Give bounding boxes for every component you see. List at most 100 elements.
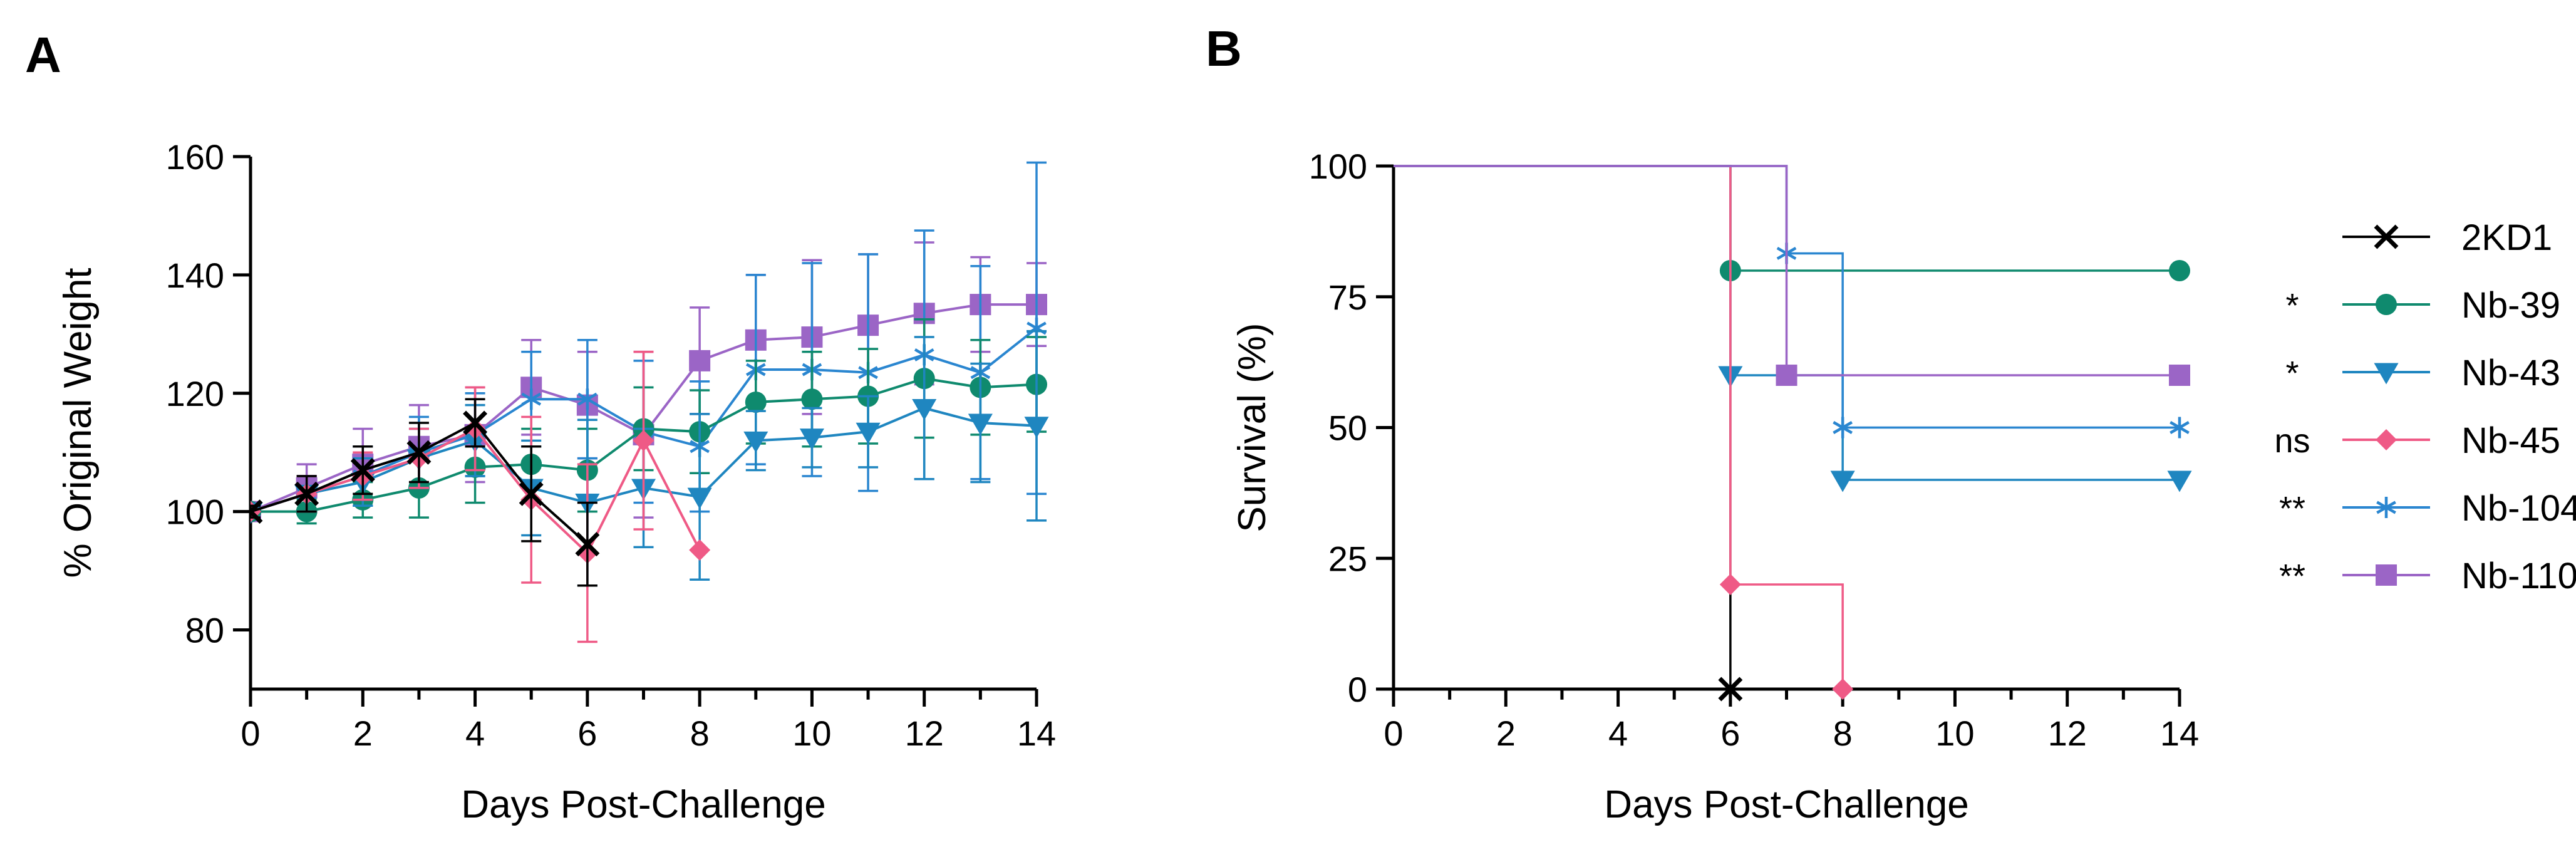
- data-point-2kd1: [575, 532, 600, 557]
- legend-label: 2KD1: [2461, 217, 2552, 258]
- panel-b-x-tick-label: 6: [1720, 714, 1740, 753]
- panel-b-x-axis-title: Days Post-Challenge: [1604, 783, 1968, 826]
- data-point-nb-104: [521, 388, 542, 410]
- significance-label: **: [2279, 490, 2305, 527]
- data-point-2kd1: [294, 481, 319, 506]
- data-point-nb-104: [577, 388, 597, 410]
- panel-a-x-tick-label: 2: [353, 714, 373, 753]
- legend-item-nb-45: ns Nb-45: [2274, 420, 2560, 461]
- data-point-2kd1: [350, 458, 375, 483]
- significance-label: ns: [2274, 422, 2310, 460]
- series-nb-39: [1394, 165, 2190, 281]
- data-point-nb-43: [2167, 470, 2192, 492]
- data-point-2kd1: [519, 481, 544, 506]
- panel-b-y-axis-title: Survival (%): [1231, 323, 1274, 532]
- data-point-nb-45: [1832, 678, 1854, 700]
- panel-b-y-tick-label: 75: [1328, 278, 1367, 317]
- significance-label: **: [2279, 558, 2305, 595]
- data-point-nb-43: [687, 487, 712, 509]
- panel-a-y-tick-label: 160: [166, 137, 224, 177]
- panel-b-y-tick-label: 25: [1328, 539, 1367, 578]
- series-nb-43: [1394, 165, 2192, 492]
- data-point-nb-110: [1776, 365, 1798, 386]
- data-point-nb-43: [1830, 470, 1855, 492]
- panel-a-x-tick-label: 14: [1017, 714, 1056, 753]
- legend-marker-nb-43: [2374, 363, 2399, 385]
- legend-item-nb-43: * Nb-43: [2285, 353, 2560, 393]
- panel-b-x-tick-label: 2: [1496, 714, 1516, 753]
- series-nb-104: [1394, 165, 2190, 439]
- legend: 2KD1 * Nb-39 * Nb-43 ns Nb-45 ** Nb-104 ** Nb-110: [2274, 217, 2576, 596]
- data-point-nb-43: [799, 428, 824, 450]
- legend-label: Nb-104: [2461, 488, 2576, 529]
- panel-a: 0 2 4 6 8 10 12 14 80 100 120 140 160 Days Post-Chall…: [56, 137, 1056, 826]
- panel-a-y-tick-label: 120: [166, 374, 224, 413]
- panel-label-b: B: [1206, 21, 1242, 76]
- legend-marker-nb-110: [2376, 564, 2397, 586]
- survival-step-2kd1: [1394, 165, 1732, 689]
- data-point-nb-110: [689, 350, 711, 371]
- data-point-nb-104: [1833, 417, 1853, 439]
- panel-b-x-tick-label: 0: [1384, 714, 1403, 753]
- data-point-nb-45: [1719, 574, 1741, 595]
- panel-b-y-tick-label: 0: [1348, 670, 1367, 709]
- panel-a-x-tick-label: 12: [905, 714, 944, 753]
- panel-label-a: A: [25, 27, 61, 83]
- data-point-nb-43: [1024, 417, 1049, 439]
- legend-label: Nb-45: [2461, 420, 2560, 461]
- data-point-nb-43: [856, 422, 881, 444]
- legend-item-nb-104: ** Nb-104: [2279, 488, 2576, 529]
- panel-a-x-tick-label: 4: [465, 714, 485, 753]
- data-point-nb-39: [745, 391, 767, 413]
- panel-a-y-tick-label: 80: [185, 611, 224, 650]
- panel-b-x-tick-label: 8: [1833, 714, 1853, 753]
- panel-b-y-tick-label: 100: [1309, 147, 1367, 186]
- panel-b-x-tick-label: 10: [1935, 714, 1974, 753]
- data-point-nb-43: [743, 431, 768, 453]
- legend-marker-nb-45: [2376, 429, 2397, 450]
- series-nb-110: [1394, 165, 2190, 386]
- survival-step-nb-45: [1394, 165, 1844, 689]
- panel-a-x-tick-label: 10: [792, 714, 831, 753]
- series-nb-45: [1394, 165, 1854, 700]
- legend-marker-nb-104: [2376, 497, 2396, 518]
- legend-label: Nb-43: [2461, 353, 2560, 393]
- data-point-nb-43: [968, 413, 993, 435]
- data-point-nb-39: [801, 388, 823, 410]
- data-point-2kd1: [251, 499, 263, 524]
- data-point-nb-43: [912, 398, 937, 420]
- panel-b-y-tick-label: 50: [1328, 408, 1367, 448]
- panel-a-plot: [251, 161, 1049, 643]
- data-point-nb-45: [633, 430, 654, 452]
- legend-label: Nb-39: [2461, 285, 2560, 326]
- panel-b-x-tick-label: 4: [1608, 714, 1628, 753]
- legend-item-nb-110: ** Nb-110: [2279, 556, 2576, 596]
- data-point-nb-110: [2169, 365, 2190, 386]
- legend-label: Nb-110: [2461, 556, 2576, 596]
- panel-a-x-axis-title: Days Post-Challenge: [461, 783, 825, 826]
- panel-b: 0 2 4 6 8 10 12 14 0 25 50 75 100 Days Post-Challenge…: [1231, 147, 2199, 826]
- data-point-2kd1: [406, 440, 432, 465]
- survival-step-nb-110: [1394, 165, 2180, 376]
- panel-b-x-tick-label: 14: [2160, 714, 2199, 753]
- series-2kd1: [251, 398, 600, 587]
- series-2kd1: [1394, 165, 1743, 702]
- panel-a-y-axis-title: % Original Weight: [56, 267, 100, 578]
- legend-marker-2kd1: [2374, 224, 2399, 249]
- significance-label: *: [2285, 287, 2299, 325]
- legend-marker-nb-39: [2376, 294, 2397, 315]
- significance-label: *: [2285, 355, 2299, 392]
- panel-a-x-tick-label: 0: [241, 714, 260, 753]
- legend-item-2kd1: 2KD1: [2342, 217, 2552, 258]
- data-point-2kd1: [463, 410, 488, 435]
- panel-b-x-tick-label: 12: [2048, 714, 2087, 753]
- panel-a-x-tick-label: 6: [577, 714, 597, 753]
- data-point-2kd1: [1718, 677, 1743, 702]
- panel-a-y-tick-label: 140: [166, 256, 224, 295]
- data-point-nb-39: [2169, 260, 2190, 281]
- data-point-nb-45: [689, 539, 711, 561]
- legend-item-nb-39: * Nb-39: [2285, 285, 2560, 326]
- panel-a-x-tick-label: 8: [690, 714, 710, 753]
